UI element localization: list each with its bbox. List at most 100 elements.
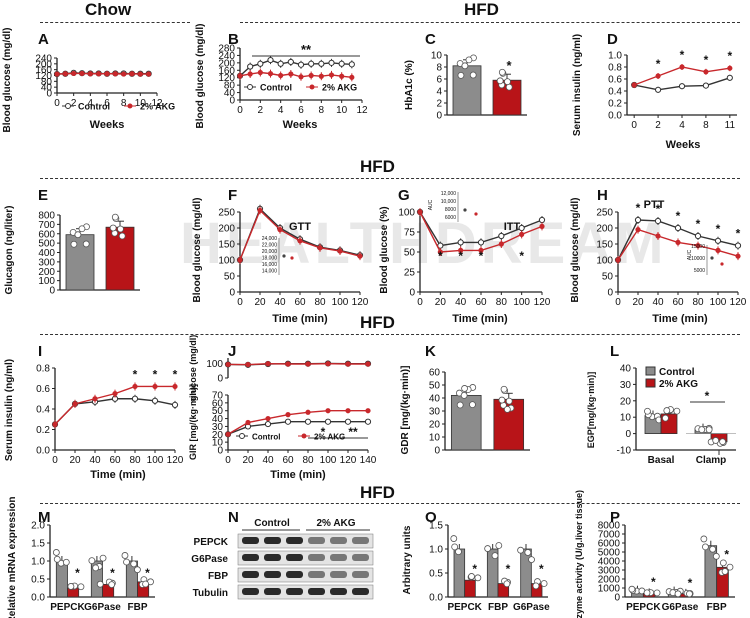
y-tick-label: 8 [436,63,442,74]
dot [540,580,548,587]
dot [108,581,116,588]
data-point-control [318,60,325,67]
y-tick-label: 0 [607,288,613,299]
sig-marker: * [727,49,732,63]
dot [495,542,503,549]
x-tick-label: 100 [710,297,727,308]
inset-tick-label: 6000 [445,215,456,221]
data-point-control [654,217,662,225]
inset-dot [720,262,724,266]
y-tick-label: 250 [218,208,235,219]
data-point-akg [152,383,158,390]
y-tick-label: 75 [404,228,416,239]
legend-akg-label: 2% AKG [659,379,698,390]
y-tick-label: 6000 [598,539,621,550]
x-tick-label: 6 [104,98,110,109]
y-tick-label: 1.0 [429,545,443,556]
data-point-akg [325,408,331,414]
data-point-control [131,395,139,402]
y-tick-label: 40 [41,83,53,94]
y-tick-label: 0 [217,446,223,457]
data-point-control [674,224,682,232]
blot-group-label: Control [254,518,290,529]
sig-marker: * [736,227,741,241]
dot [465,56,473,64]
x-tick-label: 0 [237,297,243,308]
series-line-akg [239,71,352,79]
x-tick-label: 40 [262,455,274,466]
dot [491,552,499,560]
sig-marker: * [321,425,326,439]
sig-marker: * [145,566,150,580]
legend-akg-label: 2% AKG [322,83,357,93]
dot [451,543,459,551]
inset-dot [463,208,467,212]
y-tick-label: 10 [431,51,443,62]
data-point-akg [79,70,85,77]
data-point-control [257,60,264,67]
dot [469,401,476,409]
x-tick-label: 8 [703,120,709,131]
y-tick-label: 100 [38,276,55,287]
bar-Control [65,234,95,291]
y-axis-label: EGP[mg/(kg·min)] [586,372,596,449]
sig-marker: * [479,249,484,263]
dot [517,546,525,554]
y-tick-label: 2000 [598,575,621,586]
data-point-akg [679,64,685,70]
y-tick-label: 3000 [598,566,621,577]
sig-marker: * [110,566,115,580]
data-point-control [284,418,292,425]
dot [524,549,532,556]
x-tick-label: 120 [730,297,747,308]
dot [118,232,126,240]
x-tick-label: 100 [320,455,337,466]
y-tick-label: 30 [212,422,224,433]
dot [457,71,465,79]
x-tick-label: 8 [319,105,325,116]
legend-akg-label: 2% AKG [314,433,345,442]
y-tick-label: 0.2 [36,425,50,436]
dot [712,437,720,444]
sig-marker: * [716,222,721,236]
x-axis-label: Time (min) [272,313,328,325]
x-tick-label: 20 [69,455,81,466]
x-tick-label: 2 [71,98,77,109]
y-axis-label: HbA1c (%) [404,60,415,110]
y-axis-label: Serum insulin (ng/ml) [4,359,15,461]
series-line-akg [227,410,368,435]
dot [663,407,671,414]
sig-marker: * [680,48,685,62]
x-tick-label: Basal [648,455,675,466]
data-point-akg [339,73,345,79]
dot [628,585,636,593]
blot-band [330,588,347,595]
y-tick-label: 4 [436,87,442,98]
x-tick-label: PEPCK [626,602,661,613]
data-point-akg [317,245,323,251]
dot [52,549,60,556]
data-point-control [702,82,710,89]
legend-akg-marker [301,433,307,439]
inset-tick-label: 22,000 [262,243,278,249]
y-tick-label: 800 [38,211,55,222]
y-tick-label: 40 [429,394,441,405]
header-chow: Chow [85,0,132,19]
x-tick-label: 100 [332,297,349,308]
data-point-akg [247,71,253,77]
x-tick-label: 100 [513,297,530,308]
dot [70,240,78,248]
data-point-akg-glucose [285,361,291,367]
blot-band [330,537,347,544]
data-point-akg [121,71,127,77]
y-tick-label: 60 [429,368,441,379]
y-tick-label: 120 [35,71,52,82]
data-point-akg [655,73,661,79]
data-point-akg [635,227,641,233]
y-tick-label: 0.0 [608,111,622,122]
x-tick-label: PEPCK [447,602,482,613]
data-point-akg [137,71,143,77]
x-axis-label: Time (min) [90,469,146,481]
y-axis-label: GIR [mg/(kg·min)] [188,384,198,460]
data-point-control [338,60,345,67]
